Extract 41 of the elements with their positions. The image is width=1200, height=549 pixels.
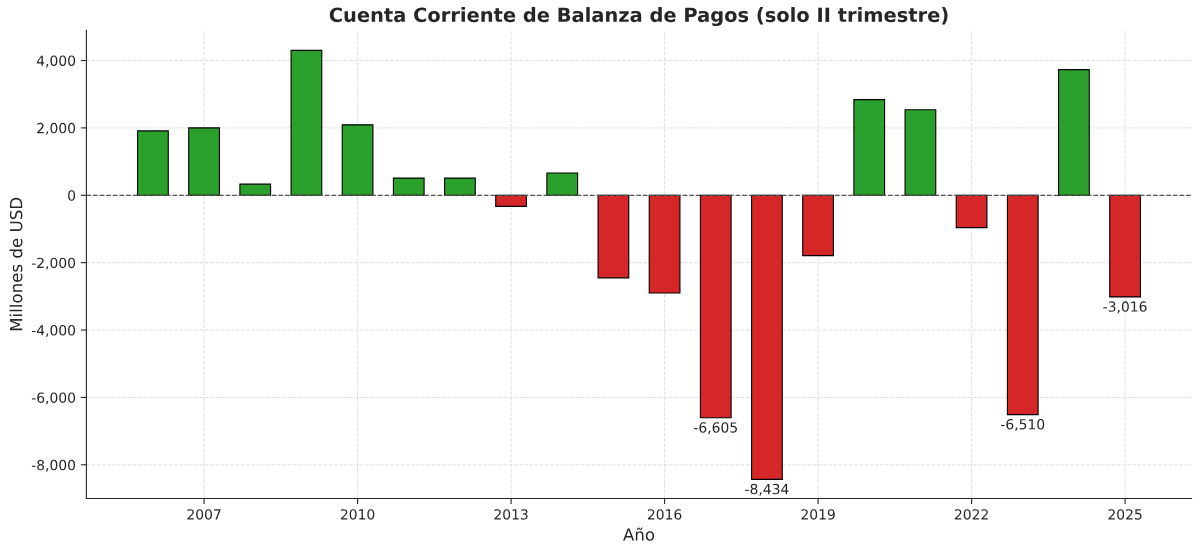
bar	[137, 130, 169, 196]
y-tick-label: 2,000	[37, 122, 76, 135]
y-tick-label: 4,000	[36, 55, 76, 68]
bar	[853, 99, 886, 196]
bar	[802, 194, 834, 257]
x-tick-label: 2025	[1108, 509, 1142, 520]
bar	[751, 194, 783, 480]
data-label: -3,016	[1103, 301, 1147, 314]
y-tick-label: -6,000	[31, 392, 76, 405]
bar	[904, 109, 937, 196]
bar	[188, 127, 220, 196]
bar	[1109, 194, 1141, 298]
x-tick-label: 2010	[340, 509, 375, 520]
y-tick-label: -4,000	[31, 325, 76, 337]
x-tick-label: 2019	[801, 509, 835, 520]
bar	[392, 177, 425, 196]
bar	[648, 194, 681, 294]
bar	[290, 49, 323, 196]
x-tick-label: 2016	[647, 509, 682, 520]
bar	[495, 194, 527, 207]
bar	[1006, 194, 1039, 416]
bar	[239, 183, 272, 196]
y-tick-label: -8,000	[31, 459, 76, 472]
chart-title: Cuenta Corriente de Balanza de Pagos (solo II trimestre)	[329, 7, 948, 27]
x-tick-label: 2013	[494, 509, 528, 520]
y-tick-label: -2,000	[31, 257, 76, 270]
bar	[1058, 69, 1090, 196]
bar	[955, 194, 988, 229]
bar	[597, 194, 630, 279]
y-axis-title: Millones de USD	[9, 197, 23, 331]
x-tick-label: 2022	[954, 509, 988, 520]
bar	[341, 124, 374, 196]
x-axis-title: Año	[623, 527, 655, 541]
bar	[699, 194, 732, 419]
bar	[546, 172, 579, 196]
bar	[444, 177, 476, 196]
data-label: -6,510	[1001, 419, 1045, 431]
x-tick-label: 2007	[187, 509, 221, 520]
y-tick-label: 0	[68, 190, 76, 201]
data-label: -6,605	[694, 422, 737, 435]
data-label: -8,434	[745, 483, 789, 496]
